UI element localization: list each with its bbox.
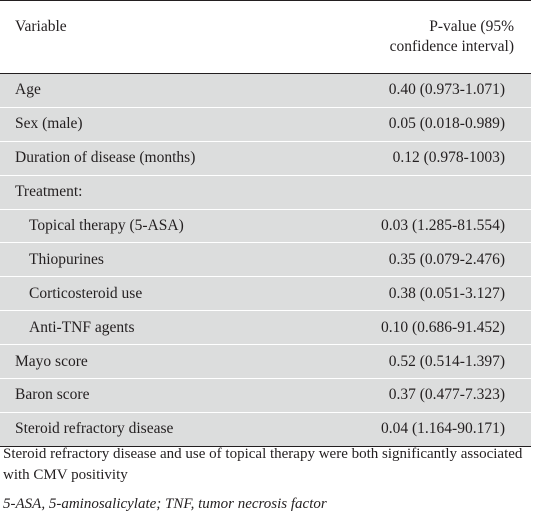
table-row: Mayo score 0.52 (0.514-1.397) xyxy=(0,344,531,379)
cell-value: 0.04 (1.164-90.171) xyxy=(381,420,505,438)
cell-variable: Duration of disease (months) xyxy=(15,149,196,167)
table-row: Sex (male) 0.05 (0.018-0.989) xyxy=(0,107,531,142)
cell-variable: Sex (male) xyxy=(15,115,83,133)
cell-variable: Topical therapy (5-ASA) xyxy=(29,217,184,234)
table-row: Age 0.40 (0.973-1.071) xyxy=(0,73,531,108)
cell-value xyxy=(345,175,531,209)
header-row: Variable P-value (95% confidence interva… xyxy=(0,0,531,74)
table-header: Variable P-value (95% confidence interva… xyxy=(0,0,531,74)
cell-value: 0.35 (0.079-2.476) xyxy=(388,250,505,268)
abbreviations-note: 5-ASA, 5-aminosalicylate; TNF, tumor nec… xyxy=(3,496,327,512)
table-row: Anti-TNF agents 0.10 (0.686-91.452) xyxy=(0,310,531,345)
header-pvalue-line2: confidence interval) xyxy=(389,38,514,55)
cell-value: 0.10 (0.686-91.452) xyxy=(381,318,505,336)
cell-variable: Anti-TNF agents xyxy=(29,318,135,336)
cell-variable: Thiopurines xyxy=(29,250,104,268)
cell-variable: Steroid refractory disease xyxy=(15,420,174,438)
cell-variable: Baron score xyxy=(15,386,90,404)
header-pvalue: P-value (95% confidence interval) xyxy=(345,1,531,74)
cell-variable: Mayo score xyxy=(15,352,88,370)
table-row: Duration of disease (months) 0.12 (0.978… xyxy=(0,141,531,176)
cell-value: 0.40 (0.973-1.071) xyxy=(388,81,505,99)
table-body: Age 0.40 (0.973-1.071) Sex (male) 0.05 (… xyxy=(0,73,531,447)
table-row: Corticosteroid use 0.38 (0.051-3.127) xyxy=(0,276,531,311)
results-table: Variable P-value (95% confidence interva… xyxy=(0,0,531,447)
table-row: Steroid refractory disease 0.04 (1.164-9… xyxy=(0,412,531,447)
table-row: Treatment: xyxy=(0,175,531,210)
cell-value: 0.37 (0.477-7.323) xyxy=(388,386,505,404)
cell-value: 0.12 (0.978-1003) xyxy=(392,149,505,167)
table-footnote: Steroid refractory disease and use of to… xyxy=(3,446,523,483)
header-variable: Variable xyxy=(15,18,67,35)
cell-variable: Age xyxy=(15,81,41,99)
cell-value: 0.52 (0.514-1.397) xyxy=(388,352,505,370)
table-row: Topical therapy (5-ASA) 0.03 (1.285-81.5… xyxy=(0,209,531,243)
cell-value: 0.38 (0.051-3.127) xyxy=(388,284,505,302)
cell-value: 0.05 (0.018-0.989) xyxy=(388,115,505,133)
header-pvalue-line1: P-value (95% xyxy=(429,18,514,35)
cell-variable: Corticosteroid use xyxy=(29,284,143,302)
table-row: Baron score 0.37 (0.477-7.323) xyxy=(0,378,531,413)
cell-variable: Treatment: xyxy=(15,183,83,201)
cell-value: 0.03 (1.285-81.554) xyxy=(381,217,505,234)
table-row: Thiopurines 0.35 (0.079-2.476) xyxy=(0,242,531,277)
